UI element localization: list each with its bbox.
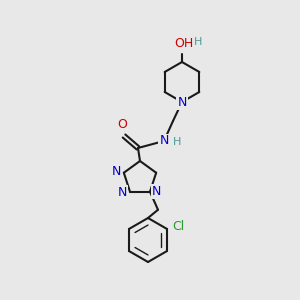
Text: O: O — [117, 118, 127, 131]
Text: H: H — [173, 137, 182, 147]
Text: N: N — [118, 186, 127, 199]
Text: Cl: Cl — [172, 220, 184, 233]
Text: N: N — [159, 134, 169, 148]
Text: N: N — [152, 185, 161, 198]
Text: N: N — [112, 165, 121, 178]
Text: N: N — [177, 95, 187, 109]
Text: OH: OH — [174, 37, 194, 50]
Text: H: H — [194, 37, 202, 47]
